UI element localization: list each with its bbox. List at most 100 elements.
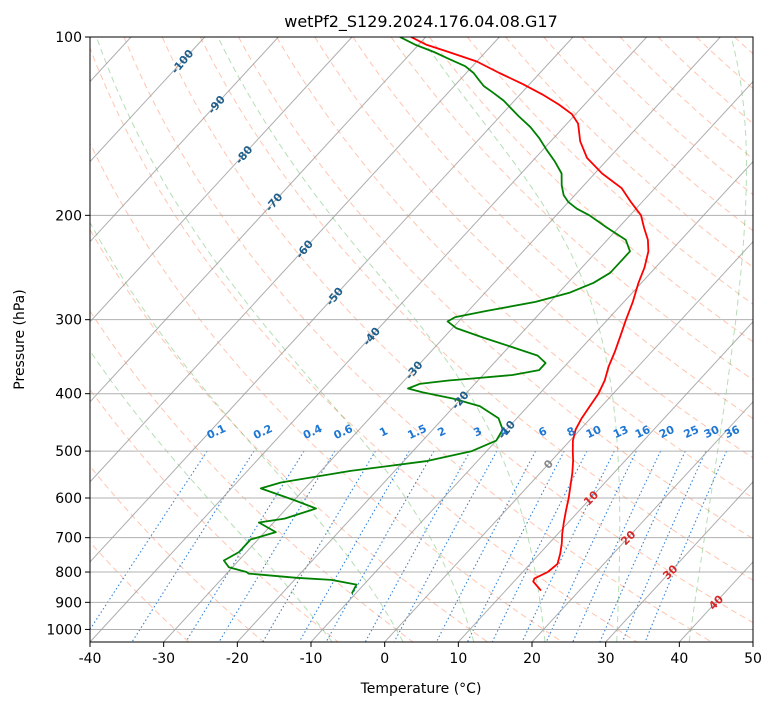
mixing-ratio-label: 1.5	[406, 422, 429, 442]
dry-adiabat	[734, 37, 753, 55]
plot-frame	[89, 36, 754, 643]
mixing-ratio-label: 0.2	[251, 422, 274, 442]
dry-adiabat	[505, 37, 753, 268]
mixing-ratio-line	[325, 450, 435, 642]
y-tick-label: 600	[55, 491, 82, 507]
mixing-ratio-label: 6	[537, 424, 550, 439]
isotherm	[457, 321, 753, 642]
dry-adiabat	[696, 37, 753, 90]
mixing-ratio-line	[435, 450, 537, 642]
moist-adiabat	[90, 349, 333, 642]
mixing-ratio-label: 30	[702, 423, 722, 441]
mixing-ratio-line	[491, 450, 588, 642]
moist-adiabat	[420, 37, 621, 642]
isotherm-label: -100	[169, 47, 197, 77]
temperature-profile	[410, 37, 650, 592]
moist-adiabat	[96, 37, 475, 642]
mixing-ratio-label: 10	[584, 423, 604, 441]
y-tick-label: 100	[55, 30, 82, 46]
moist-adiabat	[688, 37, 748, 642]
dry-adiabat	[390, 37, 753, 381]
y-tick-label: 900	[55, 595, 82, 611]
dry-adiabat	[276, 37, 753, 499]
mixing-ratio-label: 13	[611, 423, 630, 441]
y-tick-label: 1000	[46, 622, 82, 638]
y-axis: 100 200 300 400 500 600 700 800 900 1000	[46, 30, 90, 638]
y-tick-label: 800	[55, 565, 82, 581]
mixing-ratio-label: 0.4	[301, 422, 324, 442]
dry-adiabat	[467, 37, 753, 305]
x-tick-label: 10	[449, 651, 467, 667]
mixing-ratio-label: 25	[682, 423, 701, 441]
y-tick-label: 300	[55, 313, 82, 329]
mixing-ratio-line	[218, 450, 336, 642]
mixing-ratio-label: 3	[472, 425, 484, 440]
dry-adiabat	[90, 142, 563, 642]
isotherm	[90, 37, 574, 563]
isotherm	[90, 37, 500, 483]
isotherm	[310, 160, 753, 642]
mixing-ratio-line	[599, 450, 686, 642]
x-tick-label: -30	[152, 651, 175, 667]
mixing-ratio-line	[467, 450, 565, 642]
x-axis: -40 -30 -20 -10 0 10 20 30 40 50	[79, 642, 762, 667]
isotherm	[90, 37, 206, 163]
dry-adiabat	[90, 541, 190, 642]
dry-adiabat	[199, 37, 753, 581]
y-tick-label: 400	[55, 387, 82, 403]
dry-adiabat	[657, 37, 753, 125]
dry-adiabat	[90, 46, 638, 642]
mixing-ratio-label: 16	[633, 423, 653, 441]
isotherm	[90, 37, 279, 243]
x-tick-label: 40	[670, 651, 688, 667]
moist-adiabat	[90, 221, 404, 642]
isotherm	[531, 401, 753, 642]
dry-adiabat	[161, 37, 753, 624]
y-tick-label: 200	[55, 208, 82, 224]
x-tick-label: -20	[226, 651, 249, 667]
isotherm	[90, 37, 353, 323]
isotherm	[236, 80, 753, 642]
isotherm	[678, 561, 753, 642]
dry-adiabat	[90, 465, 264, 642]
x-axis-label: Temperature (°C)	[360, 681, 482, 697]
x-tick-label: 30	[597, 651, 615, 667]
mixing-ratio-line	[545, 450, 637, 642]
isotherm	[90, 37, 648, 642]
mixing-ratio-line	[262, 450, 376, 642]
line-labels: 0.1 0.2 0.4 0.6 1 1.5 2 3 4 6 8 10 13 16 20 25 30 36-100-…	[169, 47, 743, 613]
mixing-ratio-line	[364, 450, 471, 642]
background-lines	[90, 37, 753, 642]
mixing-ratio-line	[298, 450, 410, 642]
x-tick-label: 0	[380, 651, 389, 667]
y-tick-label: 700	[55, 531, 82, 547]
dry-adiabat	[123, 37, 712, 642]
y-axis-label: Pressure (hPa)	[12, 289, 28, 389]
mixing-ratio-label: 2	[436, 425, 448, 440]
dry-adiabat	[90, 388, 339, 642]
x-tick-label: 20	[523, 651, 541, 667]
isotherm	[90, 37, 427, 403]
mixing-ratio-label: 0.1	[205, 422, 228, 442]
mixing-ratio-line	[644, 450, 728, 642]
isotherm	[384, 240, 753, 642]
dry-adiabat	[352, 37, 753, 420]
x-tick-label: 50	[744, 651, 762, 667]
isotherm	[0, 37, 57, 642]
dry-adiabat	[238, 37, 753, 540]
isotherm	[163, 37, 721, 642]
dewpoint-profile	[223, 37, 631, 595]
grid	[0, 37, 753, 642]
mixing-ratio-line	[572, 450, 662, 642]
mixing-ratio-line	[131, 450, 255, 642]
dry-adiabat	[581, 37, 753, 196]
mixing-ratio-line	[393, 450, 498, 642]
moist-adiabat	[217, 37, 546, 642]
dry-adiabat	[428, 37, 753, 343]
isotherm	[605, 481, 753, 642]
x-tick-label: -10	[300, 651, 323, 667]
x-tick-label: -40	[79, 651, 102, 667]
y-tick-label: 500	[55, 444, 82, 460]
mixing-ratio-line	[521, 450, 615, 642]
